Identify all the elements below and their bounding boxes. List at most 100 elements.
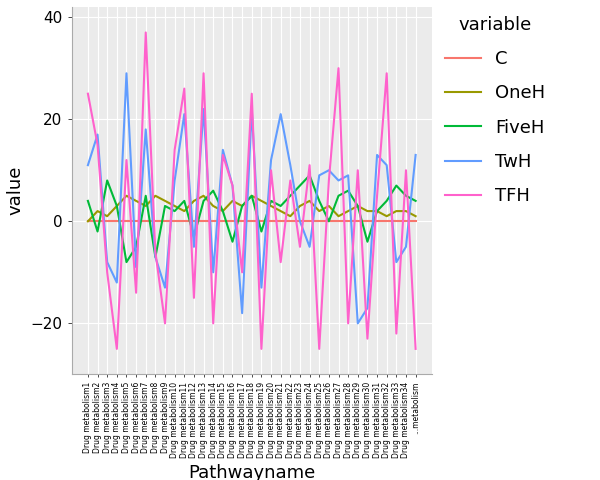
TwH <box>325 168 332 173</box>
TwH <box>268 157 275 163</box>
TwH <box>161 285 169 290</box>
TFH <box>403 168 410 173</box>
OneH <box>316 208 323 214</box>
TFH <box>85 91 92 96</box>
C <box>335 218 342 224</box>
FiveH <box>296 183 304 189</box>
FiveH <box>200 198 207 204</box>
FiveH <box>190 234 197 240</box>
OneH <box>296 203 304 209</box>
FiveH <box>344 188 352 193</box>
TwH <box>209 269 217 275</box>
FiveH <box>171 208 178 214</box>
FiveH <box>123 259 130 265</box>
TFH <box>277 259 284 265</box>
TwH <box>133 264 140 270</box>
TFH <box>104 269 111 275</box>
OneH <box>123 193 130 199</box>
TFH <box>152 249 159 255</box>
C <box>403 218 410 224</box>
FiveH <box>161 203 169 209</box>
C <box>85 218 92 224</box>
FiveH <box>85 198 92 204</box>
FiveH <box>219 208 226 214</box>
C <box>325 218 332 224</box>
OneH <box>142 203 149 209</box>
FiveH <box>239 203 246 209</box>
TwH <box>113 280 121 286</box>
TFH <box>373 193 380 199</box>
TFH <box>393 331 400 336</box>
FiveH <box>335 193 342 199</box>
TwH <box>393 259 400 265</box>
TwH <box>364 305 371 311</box>
OneH <box>85 218 92 224</box>
OneH <box>104 213 111 219</box>
C <box>383 218 391 224</box>
TFH <box>412 346 419 352</box>
Y-axis label: value: value <box>7 166 25 216</box>
OneH <box>403 208 410 214</box>
FiveH <box>104 178 111 183</box>
TwH <box>248 106 256 112</box>
OneH <box>335 213 342 219</box>
FiveH <box>354 203 361 209</box>
C <box>306 218 313 224</box>
TwH <box>373 152 380 158</box>
TwH <box>104 259 111 265</box>
C <box>104 218 111 224</box>
OneH <box>268 203 275 209</box>
TFH <box>171 147 178 153</box>
TFH <box>190 295 197 301</box>
TFH <box>94 142 101 148</box>
FiveH <box>393 183 400 189</box>
TFH <box>219 152 226 158</box>
TwH <box>94 132 101 137</box>
FiveH <box>325 218 332 224</box>
C <box>287 218 294 224</box>
OneH <box>306 198 313 204</box>
FiveH <box>209 188 217 193</box>
TFH <box>354 168 361 173</box>
TwH <box>171 178 178 183</box>
C <box>364 218 371 224</box>
TFH <box>229 183 236 189</box>
TFH <box>325 178 332 183</box>
OneH <box>344 208 352 214</box>
C <box>181 218 188 224</box>
OneH <box>229 198 236 204</box>
C <box>94 218 101 224</box>
TFH <box>306 162 313 168</box>
OneH <box>219 208 226 214</box>
C <box>248 218 256 224</box>
TwH <box>306 244 313 250</box>
TFH <box>113 346 121 352</box>
C <box>229 218 236 224</box>
FiveH <box>364 239 371 245</box>
OneH <box>393 208 400 214</box>
FiveH <box>181 198 188 204</box>
Legend: C, OneH, FiveH, TwH, TFH: C, OneH, FiveH, TwH, TFH <box>445 16 545 205</box>
TFH <box>287 178 294 183</box>
TFH <box>123 157 130 163</box>
TFH <box>239 269 246 275</box>
TFH <box>364 336 371 342</box>
TFH <box>133 290 140 296</box>
Line: TwH: TwH <box>88 73 416 324</box>
OneH <box>113 203 121 209</box>
OneH <box>161 198 169 204</box>
FiveH <box>229 239 236 245</box>
C <box>344 218 352 224</box>
OneH <box>94 208 101 214</box>
TFH <box>316 346 323 352</box>
TFH <box>142 30 149 36</box>
C <box>239 218 246 224</box>
TwH <box>316 172 323 178</box>
TwH <box>219 147 226 153</box>
FiveH <box>277 203 284 209</box>
FiveH <box>133 244 140 250</box>
C <box>190 218 197 224</box>
OneH <box>181 208 188 214</box>
C <box>277 218 284 224</box>
FiveH <box>316 198 323 204</box>
